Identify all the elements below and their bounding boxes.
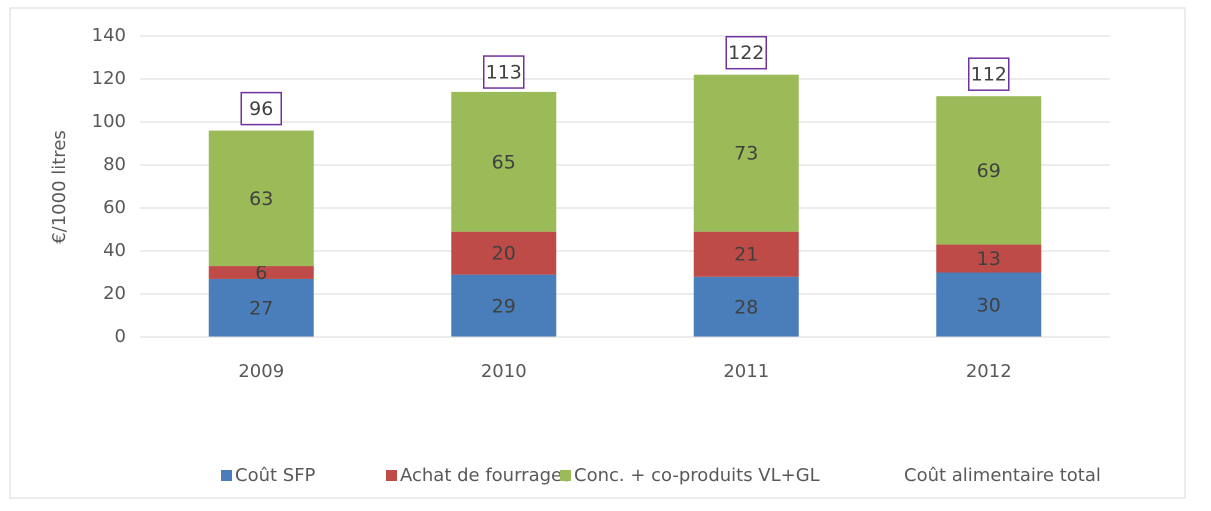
legend-label: Achat de fourrages bbox=[400, 465, 571, 486]
y-tick-label: 40 bbox=[103, 240, 126, 261]
data-label: 21 bbox=[734, 244, 758, 266]
bar-segment bbox=[208, 266, 314, 279]
bar-segment bbox=[451, 231, 557, 275]
bar-segment bbox=[936, 272, 1042, 337]
bar-segment bbox=[451, 91, 557, 232]
bar-segment bbox=[693, 74, 799, 232]
data-label: 69 bbox=[977, 160, 1001, 182]
y-tick-label: 0 bbox=[115, 326, 126, 347]
total-label-box bbox=[483, 55, 525, 89]
legend-swatch bbox=[560, 470, 571, 481]
total-label-box bbox=[968, 57, 1010, 91]
bar-segment bbox=[208, 278, 314, 337]
legend-label: Coût alimentaire total bbox=[904, 465, 1101, 486]
legend-label: Coût SFP bbox=[235, 465, 316, 486]
data-label: 6 bbox=[255, 262, 267, 284]
x-tick-label: 2009 bbox=[238, 361, 284, 382]
legend-label: Conc. + co-produits VL+GL bbox=[574, 465, 820, 486]
data-label: 73 bbox=[734, 143, 758, 165]
y-tick-label: 120 bbox=[92, 68, 126, 89]
data-label: 63 bbox=[249, 188, 273, 210]
bar-segment bbox=[936, 244, 1042, 273]
data-label: 28 bbox=[734, 296, 758, 318]
data-label: 13 bbox=[977, 248, 1001, 270]
data-label: 20 bbox=[492, 243, 516, 265]
y-axis-label: €/1000 litres bbox=[49, 130, 70, 244]
bar-segment bbox=[451, 274, 557, 337]
bar-segment bbox=[208, 130, 314, 267]
bar-segment bbox=[693, 231, 799, 277]
y-tick-label: 60 bbox=[103, 197, 126, 218]
x-tick-label: 2011 bbox=[723, 361, 769, 382]
y-tick-label: 140 bbox=[92, 25, 126, 46]
y-tick-label: 20 bbox=[103, 283, 126, 304]
legend-swatch bbox=[221, 470, 232, 481]
bar-segment bbox=[936, 96, 1042, 245]
total-label-box bbox=[240, 91, 282, 126]
total-label: 113 bbox=[486, 62, 522, 84]
y-tick-label: 80 bbox=[103, 154, 126, 175]
total-label-box bbox=[725, 35, 767, 70]
total-label: 96 bbox=[249, 98, 273, 120]
data-label: 27 bbox=[249, 297, 273, 319]
data-label: 29 bbox=[492, 295, 516, 317]
legend-swatch bbox=[386, 470, 397, 481]
chart-border bbox=[9, 7, 1186, 499]
y-tick-label: 100 bbox=[92, 111, 126, 132]
data-label: 30 bbox=[977, 294, 1001, 316]
bar-segment bbox=[693, 276, 799, 337]
x-tick-label: 2010 bbox=[481, 361, 527, 382]
data-label: 65 bbox=[492, 151, 516, 173]
total-label: 112 bbox=[971, 64, 1007, 86]
x-tick-label: 2012 bbox=[966, 361, 1012, 382]
total-label: 122 bbox=[728, 42, 764, 64]
